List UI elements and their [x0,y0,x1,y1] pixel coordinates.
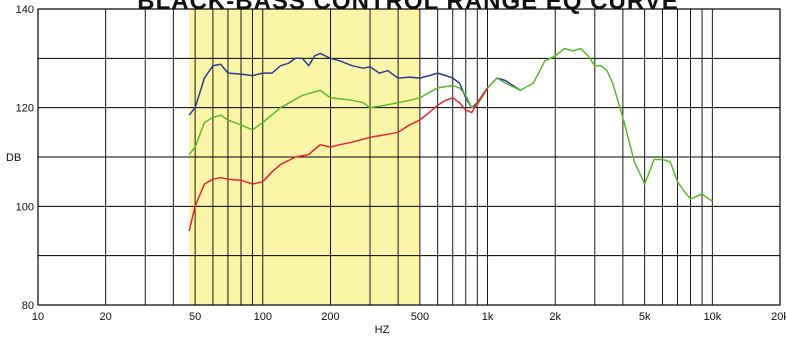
x-tick-label: 20 [100,311,112,323]
x-tick-label: 10 [32,311,44,323]
x-tick-label: 100 [254,311,272,323]
x-tick-label: 200 [321,311,339,323]
x-tick-label: 1k [482,311,494,323]
y-tick-label: 80 [22,300,34,312]
y-tick-label: 120 [16,103,34,115]
x-axis-label: HZ [375,324,390,336]
y-axis-label: DB [6,152,21,164]
x-tick-label: 2k [549,311,561,323]
x-tick-label: 5k [639,311,651,323]
x-tick-label: 20k [771,311,786,323]
series-line-3 [188,87,489,232]
x-tick-label: 500 [411,311,429,323]
y-tick-label: 100 [16,201,34,213]
plot-frame [37,8,781,306]
chart-title: BLACK-BASS CONTROL RANGE EQ CURVE [137,0,678,15]
x-tick-label: 50 [189,311,201,323]
y-tick-label: 140 [16,4,34,16]
x-tick-label: 10k [703,311,721,323]
